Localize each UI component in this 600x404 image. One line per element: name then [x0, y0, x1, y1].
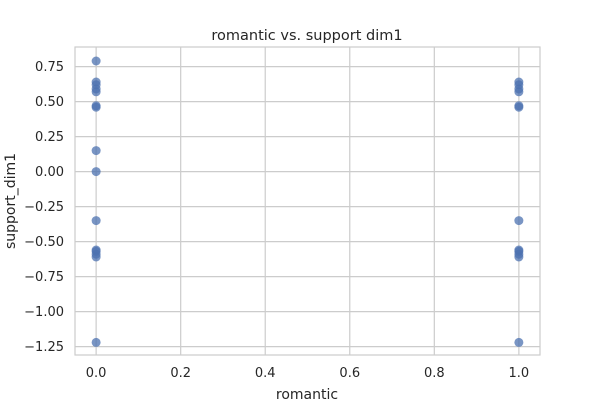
- y-tick-label: 0.25: [35, 130, 64, 145]
- y-tick-label: −1.00: [24, 305, 64, 320]
- y-tick-label: 0.00: [35, 165, 64, 180]
- x-tick-labels: 0.0 0.2 0.4 0.6 0.8 1.0: [86, 366, 529, 381]
- scatter-point: [514, 216, 524, 226]
- x-tick-label: 0.0: [86, 366, 107, 381]
- y-tick-label: 0.50: [35, 95, 64, 110]
- scatter-point: [91, 102, 101, 112]
- x-tick-label: 0.8: [424, 366, 445, 381]
- scatter-point: [514, 337, 524, 347]
- scatter-point: [514, 87, 524, 97]
- scatter-point: [91, 56, 101, 66]
- y-tick-label: −0.25: [24, 200, 64, 215]
- y-tick-label: −0.50: [24, 235, 64, 250]
- y-tick-label: −1.25: [24, 340, 64, 355]
- x-tick-label: 0.4: [255, 366, 276, 381]
- scatter-point: [514, 252, 524, 262]
- scatter-point: [91, 87, 101, 97]
- x-axis-label: romantic: [276, 387, 338, 400]
- scatter-point: [91, 146, 101, 156]
- y-axis-label: support_dim1: [3, 153, 19, 249]
- scatter-point: [514, 102, 524, 112]
- grid: [75, 47, 540, 355]
- x-tick-label: 1.0: [509, 366, 530, 381]
- y-tick-labels: 0.75 0.50 0.25 0.00 −0.25 −0.50 −0.75 −1.00 −1.2…: [24, 60, 64, 355]
- data-points: [91, 56, 524, 347]
- scatter-point: [91, 252, 101, 262]
- scatter-point: [91, 167, 101, 177]
- x-tick-label: 0.6: [339, 366, 360, 381]
- scatter-point: [91, 216, 101, 226]
- scatter-point: [91, 337, 101, 347]
- y-tick-label: 0.75: [35, 60, 64, 75]
- chart-title: romantic vs. support dim1: [211, 28, 402, 44]
- plot-area-frame: [74, 46, 541, 356]
- x-tick-label: 0.2: [170, 366, 191, 381]
- y-tick-label: −0.75: [24, 270, 64, 285]
